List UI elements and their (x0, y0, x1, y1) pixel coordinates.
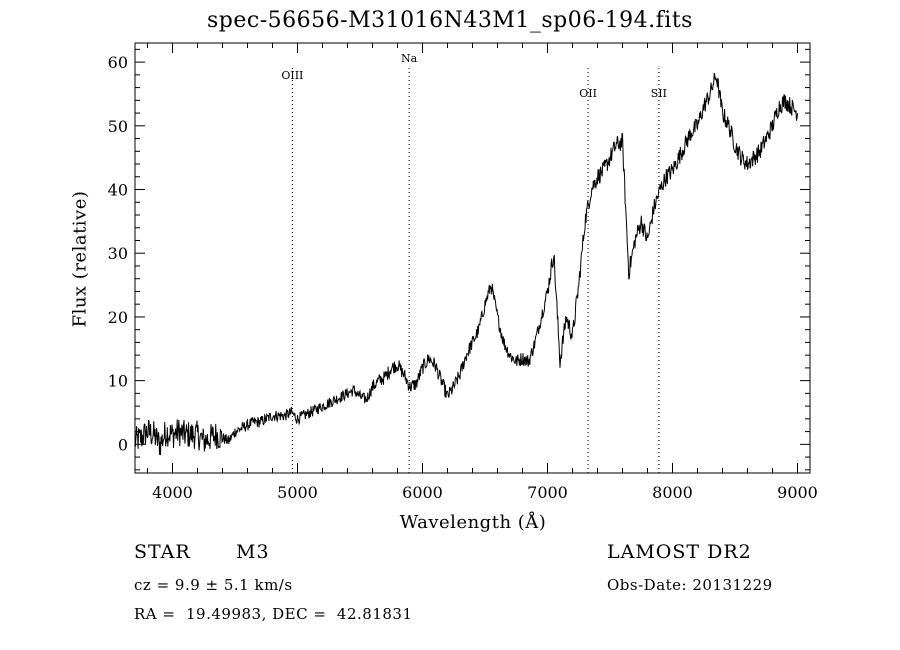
x-tick-label: 8000 (652, 483, 693, 502)
x-tick-label: 6000 (402, 483, 443, 502)
x-tick-label: 4000 (152, 483, 193, 502)
chart-title: spec-56656-M31016N43M1_sp06-194.fits (207, 8, 693, 33)
annotation-label: OIII (281, 69, 303, 82)
plot-frame (134, 42, 811, 474)
y-axis-label: Flux (relative) (69, 190, 91, 328)
y-tick-label: 10 (108, 372, 128, 391)
x-tick-label: 9000 (777, 483, 818, 502)
annotation-label: OII (579, 87, 597, 100)
y-tick-label: 60 (108, 53, 128, 72)
y-tick-label: 0 (118, 435, 128, 454)
y-tick-label: 50 (108, 117, 128, 136)
spectrum-line (134, 72, 798, 456)
x-tick-label: 5000 (277, 483, 318, 502)
annotation-label: Na (401, 52, 418, 65)
x-tick-label: 7000 (527, 483, 568, 502)
y-tick-label: 30 (108, 244, 128, 263)
annotation-label: SII (651, 87, 667, 100)
coordinates-text: RA = 19.49983, DEC = 42.81831 (134, 605, 413, 623)
x-axis-label: Wavelength (Å) (399, 512, 547, 533)
survey-label: LAMOST DR2 (607, 541, 752, 563)
y-tick-label: 20 (108, 308, 128, 327)
star-subclass-label: M3 (236, 541, 270, 563)
star-class-label: STAR (134, 541, 191, 563)
y-tick-label: 40 (108, 181, 128, 200)
velocity-text: cz = 9.9 ± 5.1 km/s (134, 576, 293, 594)
obs-date-text: Obs-Date: 20131229 (607, 576, 773, 594)
